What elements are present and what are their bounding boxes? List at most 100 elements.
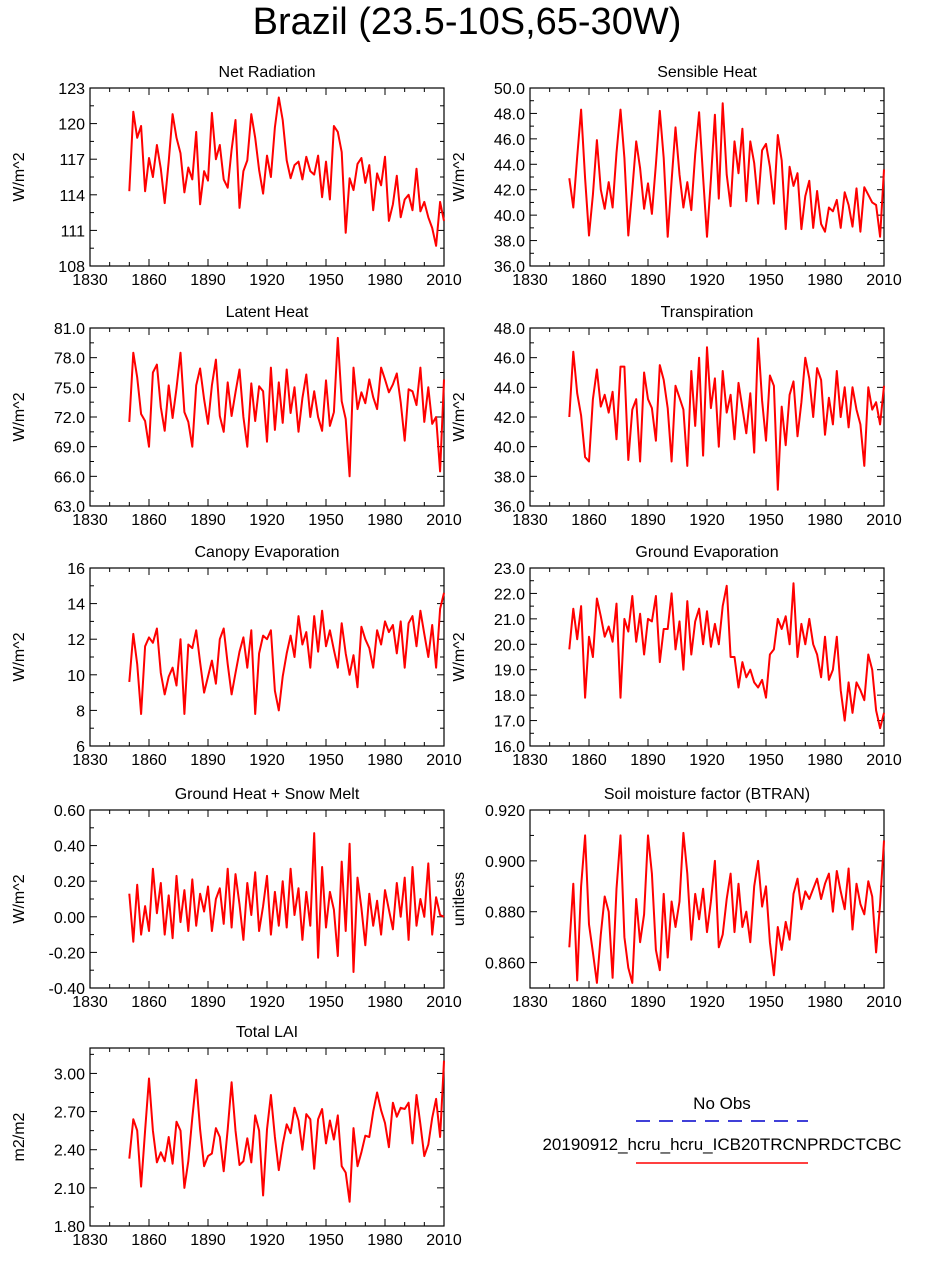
x-tick-label: 1950	[308, 752, 344, 769]
x-tick-label: 2010	[866, 752, 902, 769]
x-tick-label: 1860	[131, 1232, 167, 1249]
plot-frame	[89, 87, 445, 267]
x-tick-label: 1920	[249, 994, 285, 1011]
y-tick-label: 21.0	[494, 612, 525, 629]
y-tick-label: 38.0	[494, 469, 525, 486]
x-tick-label: 1950	[748, 272, 784, 289]
x-tick-label: 1980	[367, 752, 403, 769]
panel-title: Total LAI	[236, 1024, 298, 1041]
x-tick-label: 2010	[426, 994, 462, 1011]
y-tick-label: 69.0	[54, 440, 85, 457]
panel-9: 1830 1860 1890 1920 1950 1980 2010 1.80 2.10 2.40…	[11, 1024, 462, 1249]
x-tick-label: 2010	[426, 1232, 462, 1249]
y-tick-label: 14	[67, 597, 85, 614]
x-tick-label: 1980	[807, 272, 843, 289]
panel-title: Sensible Heat	[657, 64, 757, 81]
y-tick-label: 18.0	[494, 688, 525, 705]
legend: No Obs 20190912_hcru_hcru_ICB20TRCNPRDCT…	[542, 1094, 902, 1164]
plot-frame	[89, 567, 445, 747]
y-tick-label: 10	[67, 668, 85, 685]
x-tick-label: 1890	[190, 1232, 226, 1249]
x-tick-label: 1950	[308, 1232, 344, 1249]
x-tick-label: 1920	[249, 752, 285, 769]
y-tick-label: 66.0	[54, 469, 85, 486]
x-tick-label: 1980	[807, 752, 843, 769]
x-tick-label: 1980	[367, 994, 403, 1011]
y-tick-label: 78.0	[54, 351, 85, 368]
panel-6: 1830 1860 1890 1920 1950 1980 2010 16.0 17.0 18.0…	[451, 544, 902, 769]
panel-title: Latent Heat	[226, 304, 309, 321]
y-tick-label: 20.0	[494, 637, 525, 654]
y-tick-label: 0.860	[485, 956, 525, 973]
y-tick-label: 16.0	[494, 739, 525, 756]
y-tick-label: 114	[59, 188, 85, 205]
y-tick-label: 48.0	[494, 321, 525, 338]
y-axis-label: W/m^2	[451, 152, 468, 201]
x-tick-label: 1980	[367, 272, 403, 289]
y-axis-label: unitless	[451, 872, 468, 926]
series-line	[568, 337, 885, 491]
y-tick-label: 23.0	[494, 561, 525, 578]
y-tick-label: -0.20	[49, 945, 86, 962]
x-tick-label: 1860	[131, 752, 167, 769]
panel-8: 1830 1860 1890 1920 1950 1980 2010 0.860 0.880 0.…	[451, 786, 902, 1011]
series-line	[128, 336, 445, 478]
x-tick-label: 1980	[807, 994, 843, 1011]
series-line	[128, 832, 445, 973]
y-tick-label: 0.880	[485, 905, 525, 922]
x-tick-label: 2010	[426, 512, 462, 529]
y-tick-label: 0.00	[54, 910, 85, 927]
y-tick-label: 40.0	[494, 208, 525, 225]
x-tick-label: 2010	[426, 272, 462, 289]
panel-2: 1830 1860 1890 1920 1950 1980 2010 36.0 38.0 40.0…	[451, 64, 902, 289]
x-tick-label: 2010	[866, 512, 902, 529]
y-tick-label: 111	[61, 223, 85, 240]
x-tick-label: 1830	[72, 994, 108, 1011]
y-tick-label: 36.0	[494, 499, 525, 516]
panel-title: Ground Evaporation	[635, 544, 778, 561]
y-tick-label: 0.40	[54, 839, 85, 856]
x-tick-label: 1830	[512, 752, 548, 769]
y-tick-label: 48.0	[494, 106, 525, 123]
x-tick-label: 1830	[72, 272, 108, 289]
x-tick-label: 1890	[190, 272, 226, 289]
y-tick-label: 0.900	[485, 854, 525, 871]
x-tick-label: 1830	[72, 1232, 108, 1249]
x-tick-label: 1950	[308, 994, 344, 1011]
y-axis-label: W/m^2	[451, 392, 468, 441]
panel-title: Soil moisture factor (BTRAN)	[604, 786, 810, 803]
panel-7: 1830 1860 1890 1920 1950 1980 2010 -0.40 -0.20 0.…	[11, 786, 462, 1011]
x-tick-label: 1890	[630, 994, 666, 1011]
y-tick-label: 2.10	[54, 1181, 85, 1198]
y-tick-label: 117	[59, 152, 85, 169]
x-tick-label: 1950	[748, 994, 784, 1011]
x-tick-label: 1920	[689, 994, 725, 1011]
y-tick-label: 72.0	[54, 410, 85, 427]
x-tick-label: 1860	[571, 994, 607, 1011]
series-line	[568, 102, 885, 238]
y-tick-label: 63.0	[54, 499, 85, 516]
x-tick-label: 2010	[866, 272, 902, 289]
y-tick-label: 75.0	[54, 380, 85, 397]
y-tick-label: 16	[67, 561, 85, 578]
x-tick-label: 1920	[249, 272, 285, 289]
legend-obs-label: No Obs	[693, 1094, 751, 1113]
x-tick-label: 1980	[807, 512, 843, 529]
panel-title: Net Radiation	[219, 64, 316, 81]
y-tick-label: 2.70	[54, 1105, 85, 1122]
y-tick-label: 81.0	[54, 321, 85, 338]
x-tick-label: 2010	[426, 752, 462, 769]
x-tick-label: 1830	[512, 512, 548, 529]
y-axis-label: W/m^2	[11, 874, 28, 923]
series-line	[128, 592, 445, 715]
panel-title: Canopy Evaporation	[195, 544, 340, 561]
series-line	[128, 1060, 445, 1203]
x-tick-label: 1830	[72, 512, 108, 529]
plot-frame	[529, 87, 885, 267]
x-tick-label: 1860	[571, 512, 607, 529]
panel-4: 1830 1860 1890 1920 1950 1980 2010 36.0 38.0 40.0…	[451, 304, 902, 529]
y-axis-label: W/m^2	[11, 392, 28, 441]
panels: 1830 1860 1890 1920 1950 1980 2010108111114117…	[11, 64, 902, 1249]
y-tick-label: 6	[76, 739, 85, 756]
x-tick-label: 2010	[866, 994, 902, 1011]
